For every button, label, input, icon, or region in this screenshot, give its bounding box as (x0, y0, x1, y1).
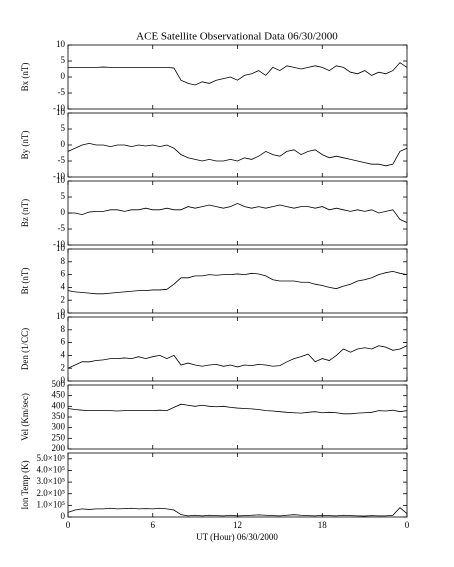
y-axis-label: Bx (nT) (20, 63, 30, 92)
y-tick-label: 6 (61, 337, 66, 347)
y-tick-label: -5 (58, 155, 66, 165)
y-tick-label: -10 (53, 239, 65, 249)
y-tick-label: 2 (61, 362, 66, 372)
x-tick-label: 0 (405, 520, 410, 530)
y-tick-label: 3.0×10⁵ (37, 476, 65, 486)
y-tick-label: 10 (56, 243, 66, 253)
data-line (67, 507, 408, 517)
y-tick-label: 500 (52, 379, 66, 389)
y-axis-label: Bt (nT) (20, 268, 30, 295)
data-line (68, 62, 408, 86)
chart-title: ACE Satellite Observational Data 06/30/2… (136, 31, 338, 43)
y-tick-label: 4 (61, 349, 66, 359)
y-tick-label: 300 (52, 422, 66, 432)
y-tick-label: 10 (56, 39, 66, 49)
x-tick-label: 18 (318, 520, 328, 530)
y-tick-label: 4 (61, 281, 66, 291)
y-tick-label: 1.0×10⁵ (37, 499, 65, 509)
y-tick-label: -10 (53, 103, 65, 113)
y-tick-label: 400 (52, 400, 66, 410)
y-axis-label: Bz (nT) (20, 199, 30, 227)
x-axis-label: UT (Hour) 06/30/2000 (196, 532, 278, 542)
y-tick-label: 10 (56, 107, 66, 117)
y-tick-label: 10 (56, 311, 66, 321)
y-axis-label: Ion Temp (K) (20, 460, 30, 509)
y-tick-label: 0 (61, 207, 66, 217)
y-tick-label: -5 (58, 87, 66, 97)
y-tick-label: 4.0×10⁵ (37, 465, 65, 475)
y-tick-label: 0 (61, 375, 66, 385)
data-line (67, 142, 408, 167)
y-tick-label: 8 (61, 324, 66, 334)
data-line (67, 345, 408, 369)
y-tick-label: 6 (61, 269, 66, 279)
x-tick-label: 0 (66, 520, 71, 530)
y-tick-label: 350 (52, 411, 66, 421)
y-tick-label: 0 (61, 511, 66, 521)
data-line (68, 202, 408, 223)
x-tick-label: 12 (233, 520, 242, 530)
y-tick-label: 0 (61, 71, 66, 81)
y-tick-label: 200 (52, 443, 66, 453)
data-line (67, 403, 408, 415)
data-line (67, 270, 408, 295)
y-tick-label: 5 (61, 55, 66, 65)
y-tick-label: 0 (61, 139, 66, 149)
y-tick-label: 2 (61, 294, 66, 304)
y-axis-label: Vel (Km/sec) (20, 393, 30, 441)
y-axis-label: By (nT) (20, 131, 30, 160)
y-tick-label: -10 (53, 171, 65, 181)
y-tick-label: 10 (56, 175, 66, 185)
y-axis-label: Den (1/CC) (20, 328, 30, 370)
y-tick-label: 2.0×10⁵ (37, 488, 65, 498)
y-tick-label: 5.0×10⁵ (37, 453, 65, 463)
y-tick-label: 8 (61, 256, 66, 266)
y-tick-label: 0 (61, 307, 66, 317)
y-tick-label: 250 (52, 432, 66, 442)
y-tick-label: 5 (61, 123, 66, 133)
y-tick-label: 450 (52, 390, 66, 400)
x-tick-label: 6 (151, 520, 156, 530)
y-tick-label: 5 (61, 191, 66, 201)
y-tick-label: -5 (58, 223, 66, 233)
